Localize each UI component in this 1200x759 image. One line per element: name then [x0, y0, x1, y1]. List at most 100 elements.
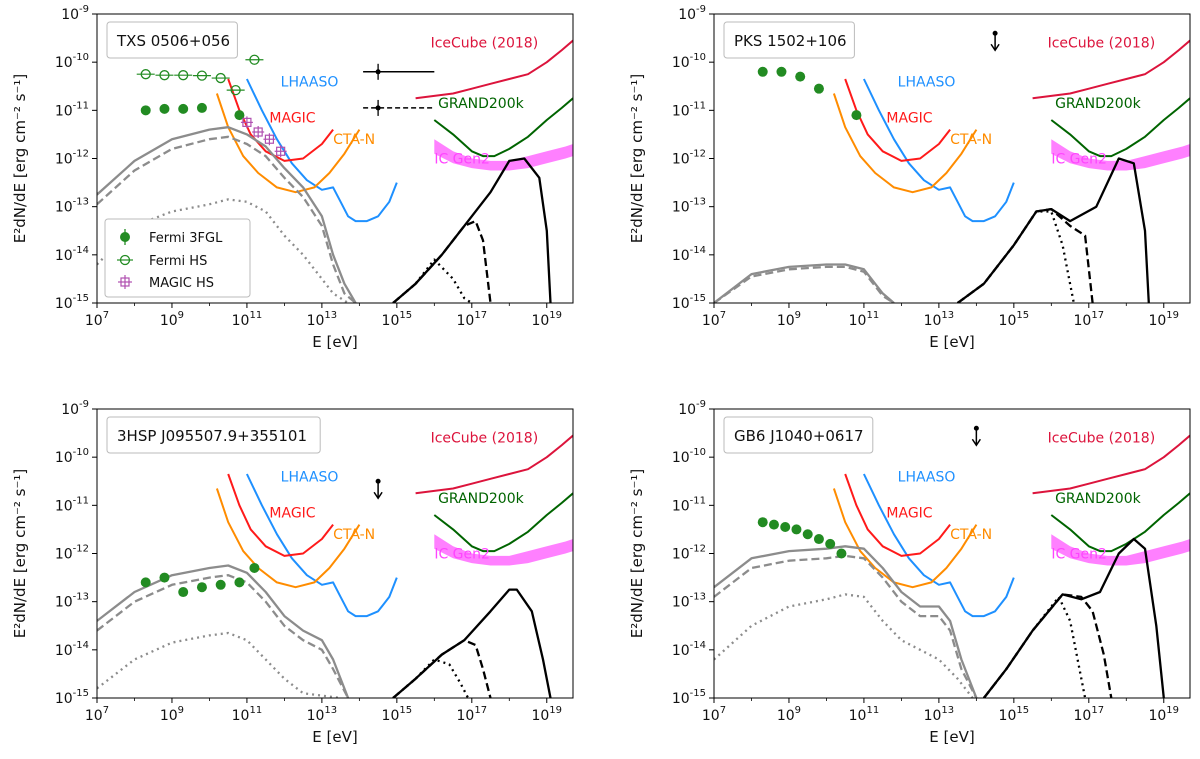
x-tick-label: 107 [702, 310, 726, 329]
magic-hs-point [276, 146, 286, 156]
y-tick-label: 10-11 [672, 100, 706, 119]
icgen2-band [1051, 139, 1190, 171]
cta-n-curve [832, 93, 978, 194]
icecube-curve [415, 39, 573, 100]
x-tick-label: 1013 [307, 310, 338, 329]
fermi-3fgl-point [836, 548, 847, 559]
panel-4: IceCube (2018) GRAND200k IC Gen2 LHAASO MAGI… [628, 399, 1191, 746]
grand200k-label: GRAND200k [438, 491, 525, 507]
panel-2: IceCube (2018) GRAND200k IC Gen2 LHAASO MAGI… [628, 4, 1191, 351]
fermi-3fgl-point [825, 538, 836, 549]
model-gamma-dashed [97, 574, 350, 698]
x-tick-label: 107 [702, 705, 726, 724]
lhaaso-curve [245, 473, 398, 618]
y-tick-label: 10-9 [678, 399, 706, 418]
fermi-3fgl-point [159, 572, 170, 583]
y-axis-label: E²dN/dE [erg cm⁻² s⁻¹] [11, 74, 29, 243]
model-nu-dashed [982, 593, 1113, 698]
fermi-hs-point [178, 70, 189, 81]
x-tick-label: 1019 [1148, 705, 1179, 724]
fermi-3fgl-point [234, 577, 245, 588]
model-gamma-dotted [97, 631, 341, 698]
grand200k-label: GRAND200k [1055, 96, 1142, 112]
x-tick-label: 1017 [1074, 310, 1105, 329]
y-tick-label: 10-15 [55, 293, 89, 312]
cta-n-label: CTA-N [333, 132, 375, 148]
lhaaso-label: LHAASO [281, 469, 339, 485]
model-nu-dotted [392, 658, 470, 698]
fermi-3fgl-point [813, 534, 824, 545]
x-tick-label: 1017 [457, 310, 488, 329]
x-tick-label: 1013 [924, 705, 955, 724]
source-label: 3HSP J095507.9+355101 [117, 427, 307, 445]
model-gamma-dotted [714, 593, 974, 698]
y-tick-label: 10-14 [672, 640, 706, 659]
fermi-3fgl-point [196, 102, 207, 113]
x-tick-label: 1015 [999, 310, 1030, 329]
model-nu-dashed [392, 219, 492, 303]
icecube-upper-limit-arrow [990, 43, 1000, 52]
y-tick-label: 10-12 [55, 149, 89, 168]
lhaaso-curve [862, 473, 1015, 618]
fermi-3fgl-point [140, 105, 151, 116]
source-box [723, 416, 874, 454]
fermi-3fgl-point [196, 582, 207, 593]
grand200k-curve [433, 97, 573, 158]
y-tick-label: 10-10 [672, 447, 706, 466]
x-tick-label: 1011 [849, 310, 880, 329]
fermi-3fgl-point [757, 66, 768, 77]
panel-1: IceCube (2018) GRAND200k IC Gen2 LHAASO MAGI… [11, 4, 574, 351]
grand200k-curve [1050, 492, 1190, 553]
model-gamma-total [714, 263, 895, 303]
fermi-hs-point [140, 69, 151, 80]
cta-n-curve [215, 93, 361, 194]
y-axis-label: E²dN/dE [erg cm⁻² s⁻¹] [11, 469, 29, 638]
fermi-3fgl-point [768, 519, 779, 530]
fermi-3fgl-point [140, 577, 151, 588]
legend-fermi-hs-marker [119, 254, 131, 266]
source-label: PKS 1502+106 [734, 32, 847, 50]
icgen2-band [434, 139, 573, 171]
icecube-label: IceCube (2018) [431, 36, 539, 52]
x-tick-label: 1017 [1074, 705, 1105, 724]
fermi-hs-point [215, 72, 226, 84]
icecube-curve [1032, 39, 1190, 100]
grand200k-curve [433, 492, 573, 553]
fermi-hs-point [196, 70, 208, 81]
y-tick-label: 10-10 [55, 447, 89, 466]
y-tick-label: 10-10 [672, 52, 706, 71]
cta-n-label: CTA-N [333, 527, 375, 543]
magic-hs-point [253, 127, 263, 137]
y-tick-label: 10-13 [55, 592, 89, 611]
panel-3: IceCube (2018) GRAND200k IC Gen2 LHAASO MAGI… [11, 399, 574, 746]
x-tick-label: 1013 [307, 705, 338, 724]
y-tick-label: 10-13 [55, 197, 89, 216]
x-axis-label: E [eV] [312, 333, 357, 351]
source-label: GB6 J1040+0617 [734, 427, 864, 445]
y-tick-label: 10-15 [55, 688, 89, 707]
y-tick-label: 10-9 [61, 4, 89, 23]
model-nu-total [392, 157, 552, 303]
x-tick-label: 1017 [457, 705, 488, 724]
icecube-upper-limit-arrow [971, 438, 981, 447]
icecube-curve [415, 434, 573, 495]
magic-label: MAGIC [886, 110, 932, 126]
y-tick-label: 10-14 [672, 245, 706, 264]
fermi-3fgl-point [249, 562, 260, 573]
model-gamma-dotted [97, 198, 349, 303]
source-label: TXS 0506+056 [116, 32, 230, 50]
model-nu-dotted [956, 210, 1075, 303]
model-nu-total [956, 157, 1150, 303]
legend-fermi-3fgl-label: Fermi 3FGL [149, 231, 223, 246]
y-tick-label: 10-13 [672, 197, 706, 216]
legend-box [104, 218, 251, 298]
fermi-3fgl-point [851, 110, 862, 121]
x-tick-label: 1011 [232, 310, 263, 329]
y-tick-label: 10-11 [672, 495, 706, 514]
x-tick-label: 1019 [531, 310, 562, 329]
magic-hs-point [264, 134, 275, 144]
source-box [106, 21, 238, 59]
x-tick-label: 109 [777, 310, 801, 329]
icgen2-band [434, 534, 573, 566]
legend-fermi-hs-label: Fermi HS [149, 254, 207, 269]
